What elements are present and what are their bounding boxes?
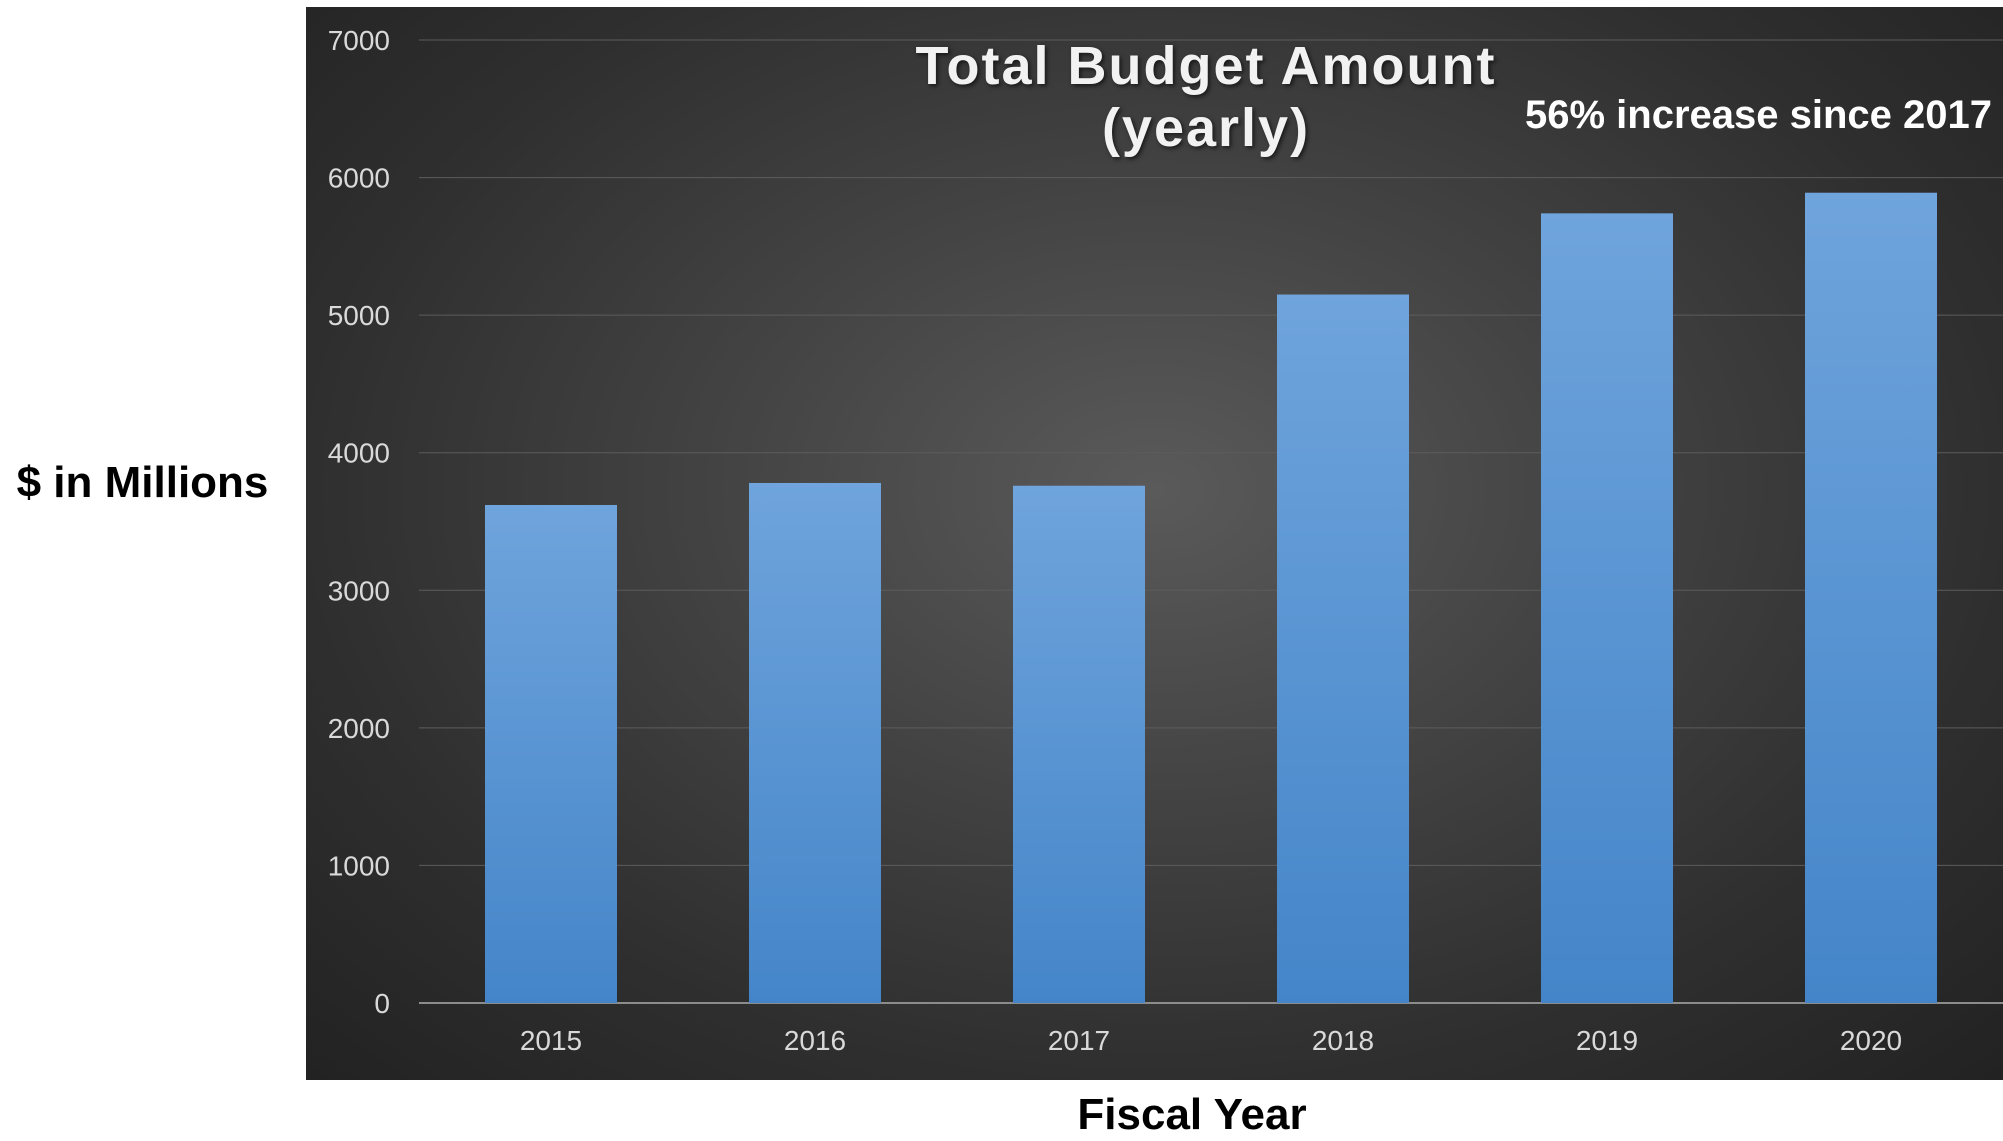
- chart-annotation: 56% increase since 2017: [1524, 93, 1992, 137]
- y-tick-label: 3000: [328, 575, 390, 606]
- y-tick-label: 2000: [328, 713, 390, 744]
- bar-2020: [1805, 192, 1937, 1003]
- x-axis-title: Fiscal Year: [1077, 1090, 1307, 1139]
- y-tick-label: 1000: [328, 850, 390, 881]
- x-tick-label: 2018: [1312, 1025, 1374, 1056]
- x-tick-label: 2017: [1048, 1025, 1110, 1056]
- y-tick-label: 5000: [328, 300, 390, 331]
- bar-2015: [485, 504, 617, 1003]
- bar-2018: [1277, 294, 1409, 1003]
- y-axis-title: $ in Millions: [16, 458, 269, 507]
- gridlines: [419, 39, 2003, 1004]
- y-axis-ticks: 0 1000 2000 3000 4000 5000 6000 7000: [328, 25, 390, 1019]
- y-tick-label: 6000: [328, 163, 390, 194]
- y-tick-label: 7000: [328, 25, 390, 56]
- y-tick-label: 4000: [328, 438, 390, 469]
- bar-2016: [749, 482, 881, 1004]
- chart-panel: 0 1000 2000 3000 4000 5000 6000 7000 2015 2016 20…: [306, 7, 2003, 1080]
- bar-2017: [1013, 485, 1145, 1003]
- bar-2019: [1541, 213, 1673, 1004]
- x-tick-label: 2019: [1576, 1025, 1638, 1056]
- x-axis-ticks: 2015 2016 2017 2018 2019 2020: [520, 1025, 1902, 1056]
- x-tick-label: 2020: [1840, 1025, 1902, 1056]
- bars: [485, 192, 1937, 1004]
- x-tick-label: 2015: [520, 1025, 582, 1056]
- y-tick-label: 0: [374, 988, 390, 1019]
- x-tick-label: 2016: [784, 1025, 846, 1056]
- chart-title: Total Budget Amount (yearly): [915, 36, 1497, 158]
